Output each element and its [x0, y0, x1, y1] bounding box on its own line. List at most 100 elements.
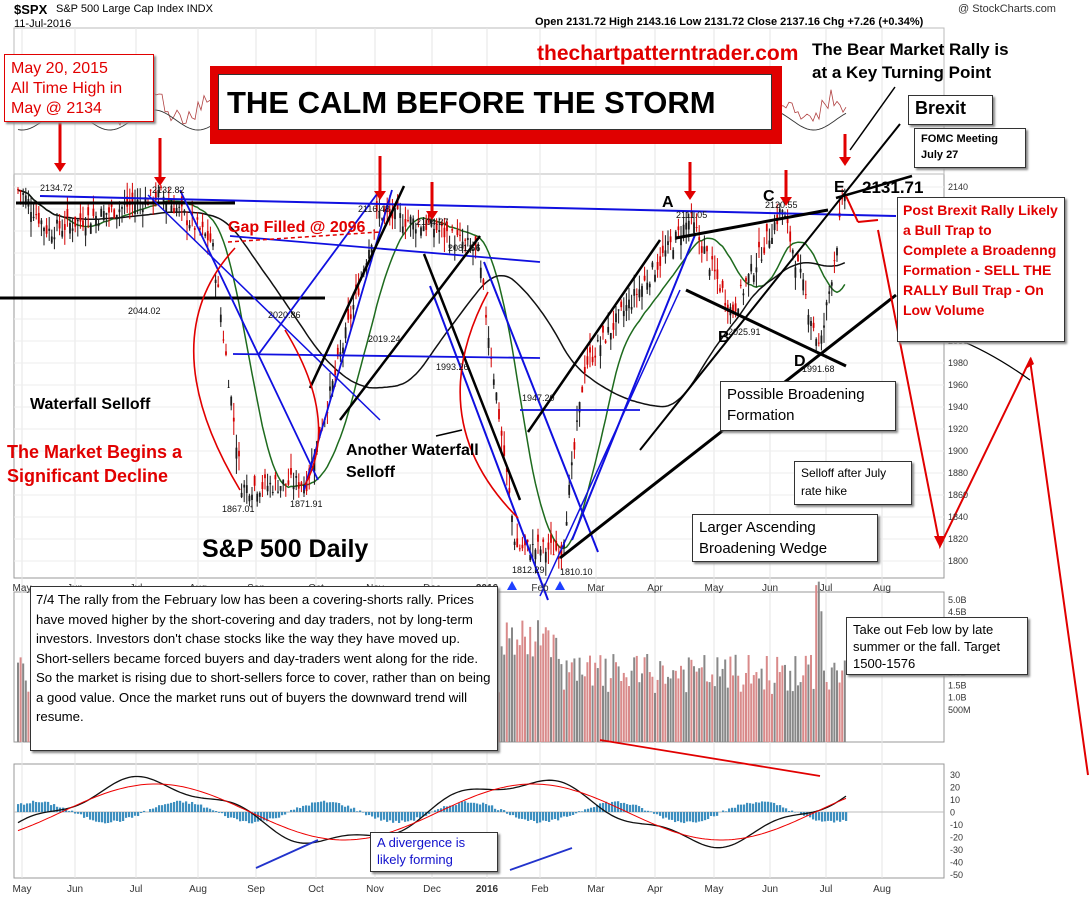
price-bar-body [102, 211, 105, 221]
price-bar-body [537, 534, 539, 542]
macd-histogram-bar [707, 812, 710, 820]
macd-histogram-bar [386, 812, 389, 822]
volume-bar [537, 620, 539, 742]
price-bar-body [576, 420, 578, 422]
price-bar-body [186, 220, 188, 226]
macd-histogram-bar [161, 805, 164, 812]
macd-histogram-bar [413, 812, 416, 821]
macd-histogram-bar [542, 812, 545, 821]
index-name: S&P 500 Large Cap Index INDX [56, 3, 213, 15]
price-bar-body [505, 468, 508, 472]
macd-histogram-bar [830, 812, 833, 821]
macd-histogram-bar [299, 807, 302, 812]
macd-histogram-bar [317, 802, 320, 812]
blue-horizontal-line [232, 353, 541, 359]
macd-histogram-bar [578, 811, 581, 812]
price-bar-body [370, 245, 373, 253]
volume-bar [664, 683, 667, 742]
macd-histogram-bar [476, 803, 479, 812]
price-bar-body [378, 210, 381, 219]
price-tick-label: 1940 [948, 402, 968, 412]
macd-histogram-bar [704, 812, 707, 821]
blue-fan-line-2 [179, 189, 319, 481]
broadening-bottom [685, 288, 847, 368]
price-bar-body [225, 351, 227, 355]
macd-histogram-bar [485, 804, 488, 812]
macd-histogram-bar [557, 812, 560, 821]
price-bar-body [638, 289, 641, 298]
price-bar-body [812, 322, 815, 328]
divergence-line-2 [509, 847, 573, 871]
red-arrow-brexit-head [839, 157, 851, 166]
volume-bar [700, 667, 703, 742]
price-bar-body [589, 347, 591, 353]
price-bar-body [498, 409, 500, 420]
volume-bar [578, 657, 581, 742]
price-bar-body [69, 223, 71, 234]
price-bar-body [435, 220, 438, 231]
macd-histogram-bar [698, 812, 701, 822]
volume-tick-label: 1.5B [948, 680, 967, 690]
price-bar-body [448, 244, 451, 249]
volume-bar [838, 682, 841, 742]
price-bar-body [243, 484, 246, 488]
price-bar-body [339, 352, 342, 357]
price-bar-body [635, 293, 638, 295]
macd-histogram-bar [731, 807, 734, 812]
price-bar-body [656, 261, 659, 270]
month-tick-label: May [705, 583, 724, 594]
macd-histogram-bar [602, 802, 605, 812]
price-bar-body [417, 221, 420, 223]
macd-histogram-bar [26, 803, 29, 812]
price-bar-body [742, 293, 745, 296]
price-bar-body [765, 223, 768, 232]
price-bar-body [383, 208, 386, 212]
macd-histogram-bar [806, 812, 809, 817]
macd-histogram-bar [356, 811, 359, 812]
macd-histogram-bar [224, 812, 227, 817]
price-bar-body [222, 339, 225, 341]
price-bar-body [175, 207, 178, 213]
volume-bar [599, 655, 602, 742]
price-bar-body [719, 288, 721, 292]
price-bar-body [71, 228, 74, 231]
price-bar-body [799, 268, 802, 273]
divergence-box: A divergence is likely forming [370, 832, 498, 872]
red-arrow-jun-head [780, 197, 792, 206]
macd-histogram-bar [206, 807, 209, 812]
macd-histogram-bar [680, 812, 683, 823]
macd-histogram-bar [509, 812, 512, 816]
price-bar-body [459, 234, 461, 236]
price-bar-body [797, 254, 799, 262]
price-bar-body [596, 340, 599, 342]
macd-histogram-bar [197, 804, 200, 812]
macd-histogram-bar [308, 805, 311, 812]
price-bar-body [602, 325, 604, 333]
macd-histogram-bar [725, 811, 728, 812]
volume-bar [498, 692, 500, 742]
macd-histogram-bar [833, 812, 836, 823]
volume-bar [669, 678, 672, 742]
price-bar-body [89, 223, 92, 234]
macd-histogram-bar [50, 805, 53, 812]
price-bar-body [115, 215, 118, 220]
price-bar-body [487, 337, 490, 348]
macd-histogram-bar [251, 812, 254, 824]
price-bar-body [100, 208, 103, 217]
price-bar-body [74, 216, 77, 227]
volume-bar [794, 656, 797, 742]
macd-histogram-bar [764, 801, 767, 812]
macd-histogram-bar [353, 807, 356, 812]
point-a: A [662, 194, 674, 211]
price-bar-body [399, 213, 402, 218]
volume-bar [602, 685, 604, 742]
macd-histogram-bar [281, 812, 284, 816]
red-arrow-dec-head [426, 211, 438, 220]
macd-histogram-bar [596, 804, 599, 812]
macd-line [17, 775, 847, 849]
volume-bar [19, 657, 22, 742]
price-bar-body [375, 201, 378, 212]
title-banner: THE CALM BEFORE THE STORM [210, 66, 782, 144]
macd-histogram-bar [80, 812, 83, 815]
price-bar-body [331, 381, 334, 392]
